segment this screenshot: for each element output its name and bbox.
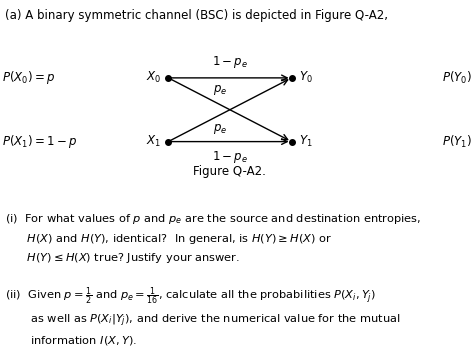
Text: (ii)  Given $p = \frac{1}{2}$ and $p_e = \frac{1}{16}$, calculate all the probab: (ii) Given $p = \frac{1}{2}$ and $p_e = …	[5, 285, 400, 347]
Text: $X_0$: $X_0$	[146, 70, 161, 85]
Text: $P(Y_1)$: $P(Y_1)$	[442, 133, 472, 150]
Text: Figure Q-A2.: Figure Q-A2.	[193, 165, 266, 178]
Text: (a) A binary symmetric channel (BSC) is depicted in Figure Q-A2,: (a) A binary symmetric channel (BSC) is …	[5, 9, 388, 22]
Text: $p_e$: $p_e$	[213, 83, 228, 97]
Text: $X_1$: $X_1$	[146, 134, 161, 149]
Text: $Y_1$: $Y_1$	[299, 134, 312, 149]
Text: $1 - p_e$: $1 - p_e$	[212, 149, 248, 165]
Text: $P(X_1) = 1-p$: $P(X_1) = 1-p$	[2, 133, 78, 150]
Text: $P(Y_0)$: $P(Y_0)$	[442, 70, 472, 86]
Text: $1 - p_e$: $1 - p_e$	[212, 54, 248, 70]
Text: $Y_0$: $Y_0$	[299, 70, 312, 85]
Text: $P(X_0) = p$: $P(X_0) = p$	[2, 69, 55, 86]
Text: (i)  For what values of $p$ and $p_e$ are the source and destination entropies,
: (i) For what values of $p$ and $p_e$ are…	[5, 212, 421, 266]
Text: $p_e$: $p_e$	[213, 122, 228, 136]
